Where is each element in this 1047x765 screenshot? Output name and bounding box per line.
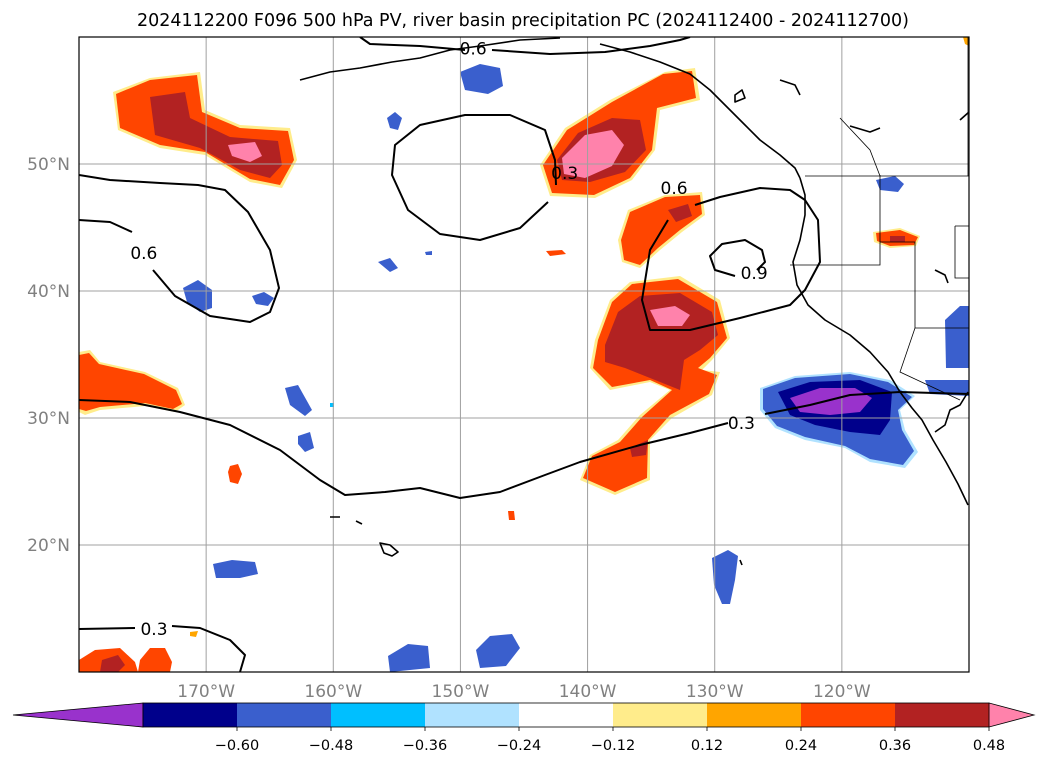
figure-title: 2024112200 F096 500 hPa PV, river basin … (137, 11, 909, 31)
pv-contour-label: 0.6 (130, 244, 157, 264)
colorbar-frame (142, 702, 990, 728)
political-borders (790, 37, 969, 401)
pv-contour-0.3 (79, 391, 969, 499)
colorbar-swatch (331, 703, 426, 727)
pv-contour-label: 0.3 (140, 620, 167, 640)
pv-contour-label: 0.3 (728, 414, 755, 434)
precip-anomaly-negative (183, 64, 969, 672)
colorbar-tick-label: 0.24 (785, 738, 817, 754)
colorbar-tick-label: 0.48 (973, 738, 1005, 754)
pv-contour-labels: 0.6 0.3 0.6 0.6 0.9 0.3 0.3 (130, 39, 767, 639)
pv-contour-label: 0.6 (460, 39, 487, 59)
colorbar-swatch (707, 703, 802, 727)
pv-contour-label: 0.3 (551, 164, 578, 184)
colorbar-tick-label: −0.48 (309, 738, 353, 754)
colorbar-extend-max (988, 702, 1036, 728)
lat-tick-label: 20°N (27, 536, 70, 556)
pv-contour-0.9 (709, 239, 766, 277)
lon-tick-label: 160°W (304, 682, 362, 702)
colorbar-tick-label: −0.24 (497, 738, 541, 754)
lat-tick-label: 50°N (27, 155, 70, 175)
coastlines (299, 37, 969, 566)
pv-contour-label: 0.9 (741, 264, 768, 284)
latitude-labels: 50°N 40°N 30°N 20°N (27, 155, 70, 556)
gridlines (79, 37, 969, 672)
pv-contour-0.6 (359, 37, 691, 55)
map-frame (78, 36, 970, 673)
precip-anomaly-positive (79, 648, 172, 672)
colorbar: −0.60 −0.48 −0.36 −0.24 −0.12 0.12 0.24 0.36 0.4… (12, 702, 1036, 754)
precip-anomaly-positive (113, 72, 297, 188)
colorbar-tick-label: 0.12 (691, 738, 723, 754)
lon-tick-label: 170°W (177, 682, 235, 702)
colorbar-swatch (237, 703, 332, 727)
lon-tick-label: 120°W (813, 682, 871, 702)
map-panel: 0.6 0.3 0.6 0.6 0.9 0.3 0.3 (78, 36, 970, 673)
longitude-labels: 170°W 160°W 150°W 140°W 130°W 120°W (177, 682, 871, 702)
colorbar-extend-min (12, 702, 144, 728)
colorbar-swatch (143, 703, 238, 727)
pv-contours (79, 37, 969, 672)
lat-tick-label: 30°N (27, 409, 70, 429)
pv-contour-0.6 (641, 187, 821, 331)
colorbar-swatch (613, 703, 708, 727)
pv-contour-label: 0.6 (661, 179, 688, 199)
lon-tick-label: 150°W (432, 682, 490, 702)
lon-tick-label: 130°W (686, 682, 744, 702)
pv-contour-0.3 (391, 114, 557, 241)
colorbar-swatch (425, 703, 520, 727)
colorbar-swatch (801, 703, 896, 727)
colorbar-tick-label: −0.36 (403, 738, 447, 754)
colorbar-tick-label: −0.12 (591, 738, 635, 754)
colorbar-swatch (519, 703, 614, 727)
pv-contour-0.6 (79, 174, 280, 323)
colorbar-swatch (895, 703, 990, 727)
colorbar-tick-label: 0.36 (879, 738, 911, 754)
lon-tick-label: 140°W (559, 682, 617, 702)
precip-anomaly-positive (79, 350, 185, 415)
colorbar-tick-label: −0.60 (215, 738, 259, 754)
lat-tick-label: 40°N (27, 282, 70, 302)
pv-contour-0.3 (79, 625, 246, 672)
